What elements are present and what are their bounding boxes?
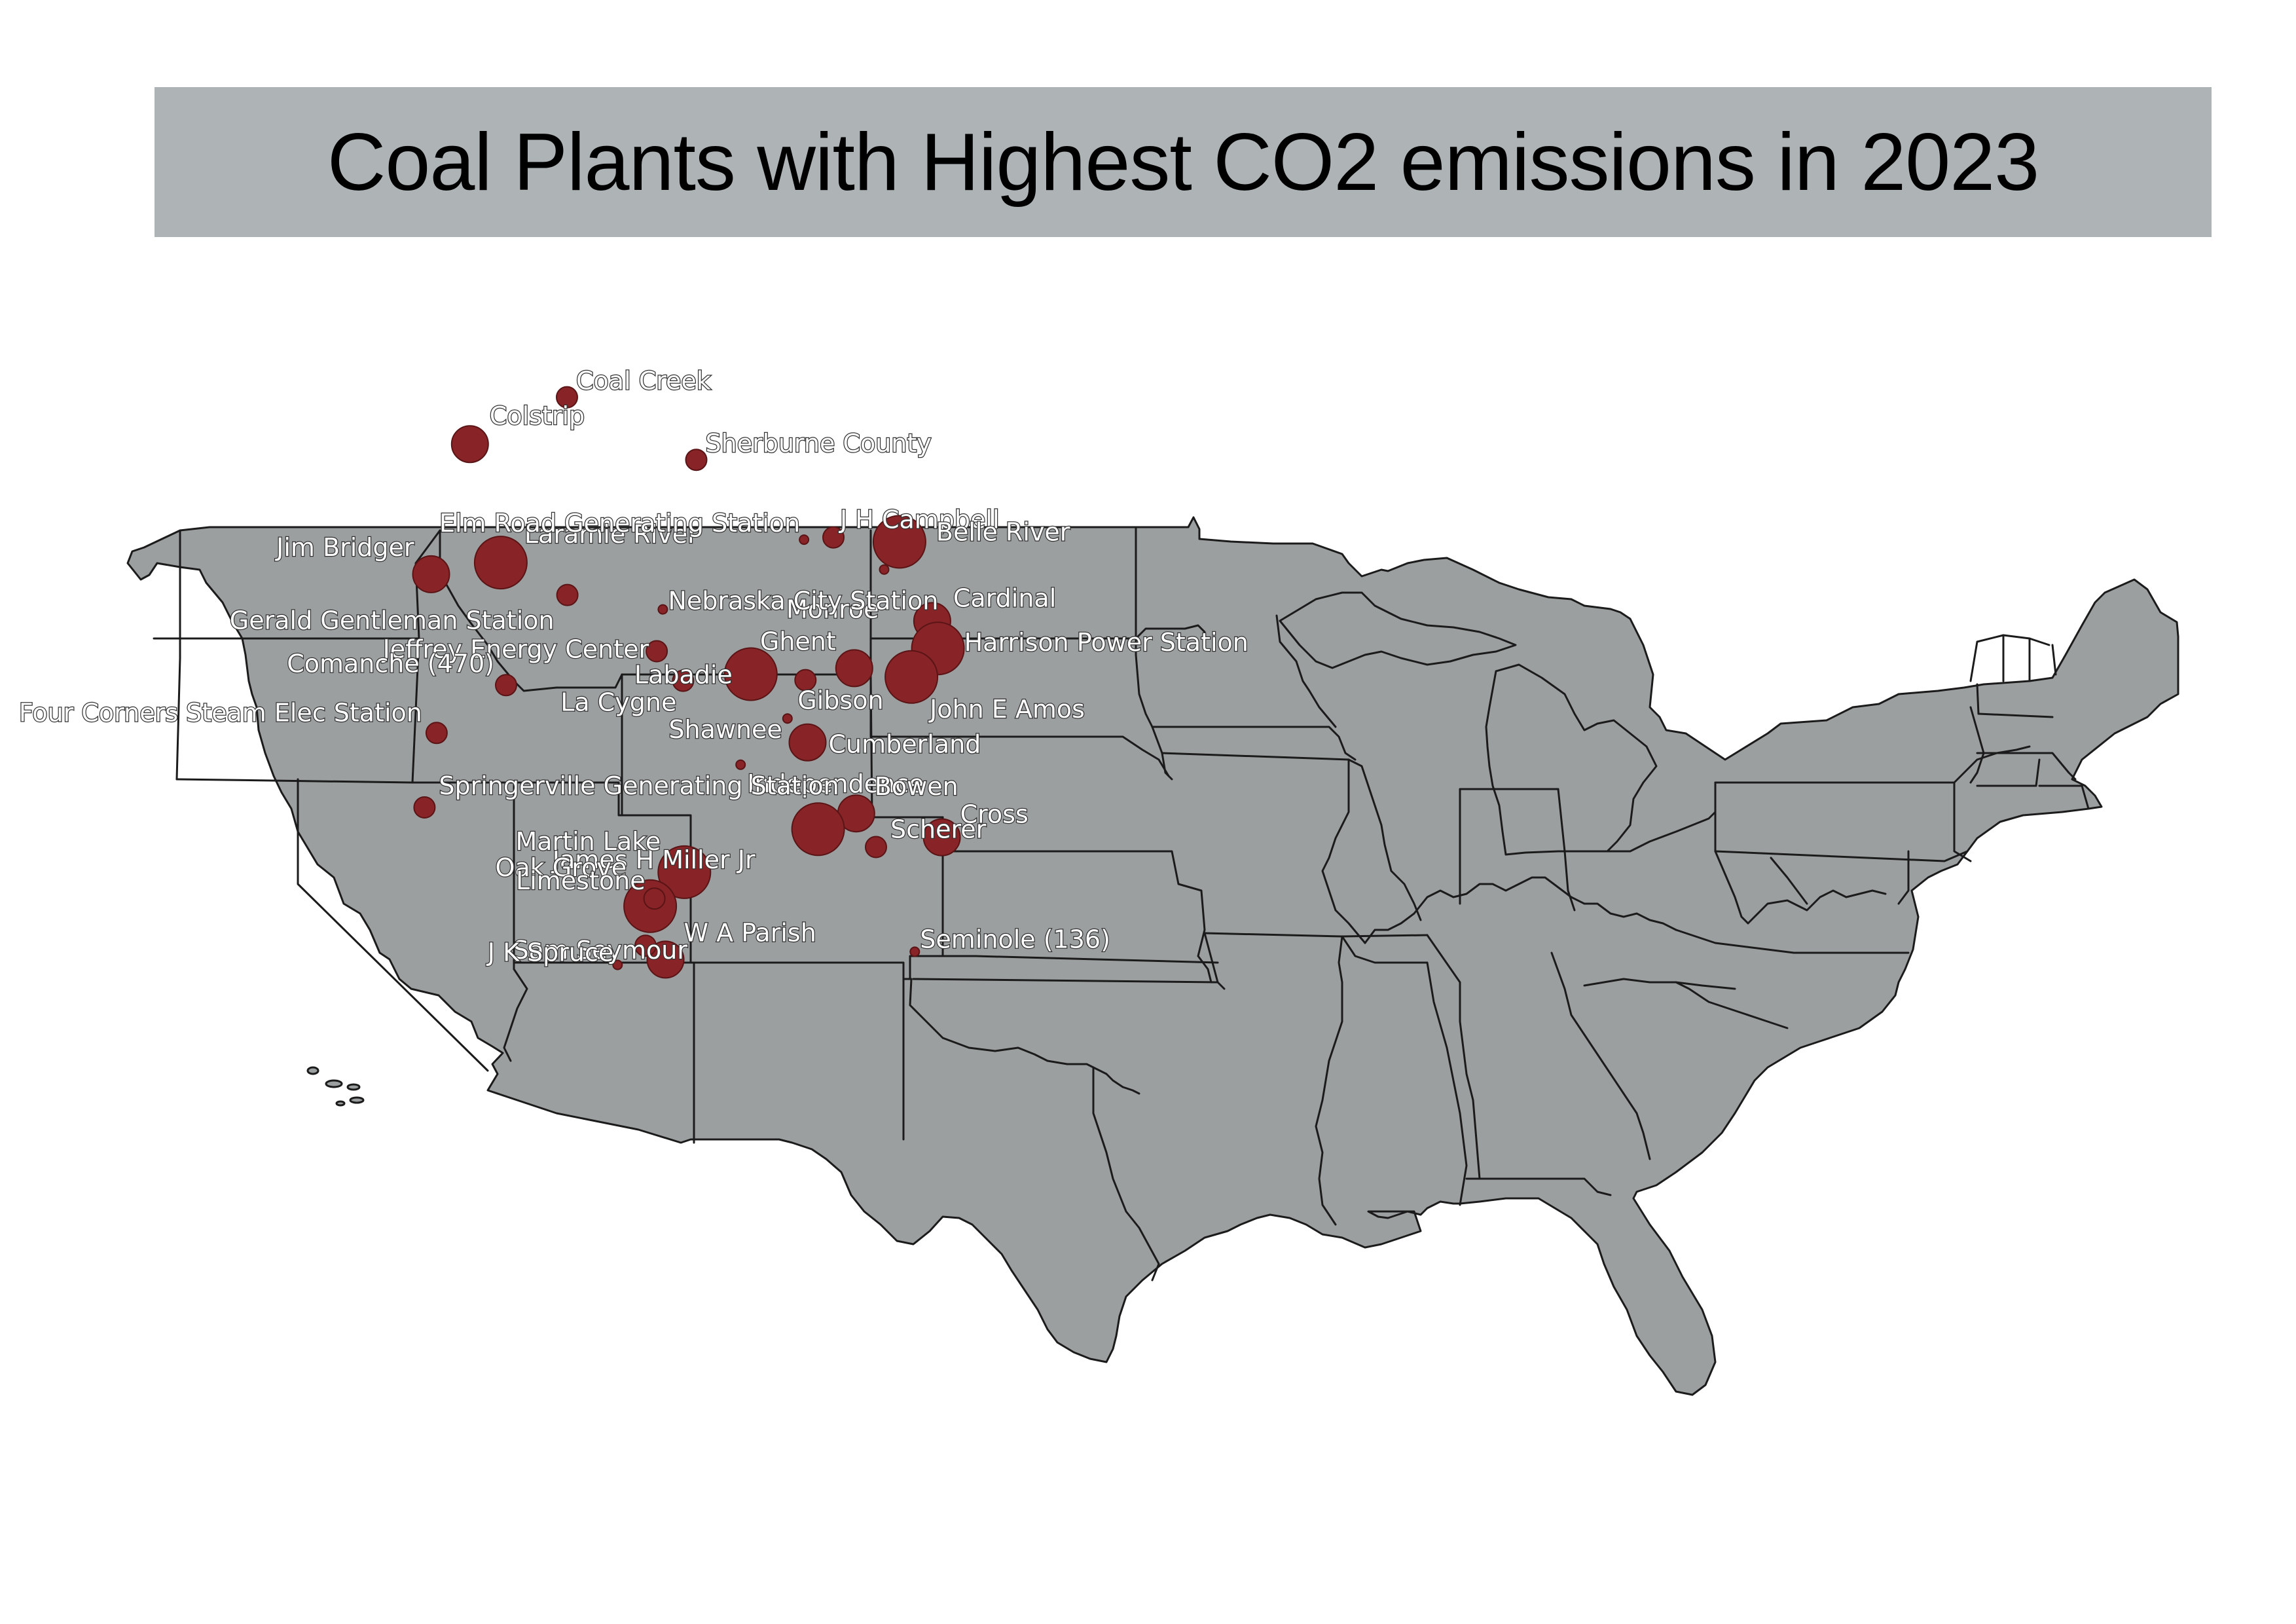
plant-label-laramie-river: Laramie River — [524, 520, 698, 549]
map-title: Coal Plants with Highest CO2 emissions i… — [327, 117, 2039, 208]
plant-marker-martin-lake[interactable] — [657, 845, 712, 899]
plant-label-la-cygne: La Cygne — [560, 688, 676, 717]
plant-marker-ghent[interactable] — [835, 649, 873, 688]
plant-label-four-corners-steam-elec-station: Four Corners Steam Elec Station — [19, 698, 422, 727]
islands — [306, 1066, 365, 1107]
plant-marker-shawnee[interactable] — [782, 713, 793, 724]
plant-label-j-h-campbell: J H Campbell — [839, 506, 1000, 534]
plant-marker-independence[interactable] — [735, 759, 746, 770]
michigan-upper-peninsula — [1279, 591, 1517, 669]
plant-label-jim-bridger: Jim Bridger — [275, 533, 414, 562]
plant-label-cardinal: Cardinal — [953, 583, 1056, 612]
plant-marker-j-k-spruce[interactable] — [612, 959, 623, 970]
plant-label-scherer: Scherer — [890, 815, 987, 844]
plant-marker-cumberland[interactable] — [788, 723, 827, 762]
plant-label-harrison-power-station: Harrison Power Station — [964, 628, 1248, 657]
plant-marker-cross[interactable] — [922, 818, 961, 857]
plant-label-comanche-470: Comanche (470) — [287, 649, 494, 678]
plant-label-belle-river: Belle River — [936, 517, 1070, 546]
plant-marker-comanche-470[interactable] — [495, 674, 517, 697]
island — [346, 1083, 361, 1091]
plant-marker-james-h-miller-jr[interactable] — [791, 802, 845, 857]
plant-marker-limestone[interactable] — [643, 887, 666, 910]
plant-marker-w-a-parish[interactable] — [646, 940, 685, 979]
plant-marker-labadie[interactable] — [723, 647, 778, 701]
plant-marker-sam-seymour[interactable] — [634, 934, 657, 957]
plant-marker-laramie-river[interactable] — [473, 536, 528, 590]
plant-label-oak-grove: Oak Grove — [495, 853, 627, 882]
island — [349, 1096, 365, 1104]
plant-label-martin-lake: Martin Lake — [515, 827, 661, 856]
plant-marker-belle-river[interactable] — [872, 515, 926, 569]
plant-label-sherburne-county: Sherburne County — [706, 429, 932, 458]
plant-marker-colstrip[interactable] — [450, 425, 489, 464]
plant-marker-jeffrey-energy-center[interactable] — [646, 640, 668, 663]
plant-label-seminole-136: Seminole (136) — [920, 925, 1110, 953]
plant-label-john-e-amos: John E Amos — [928, 695, 1085, 724]
plant-label-bowen: Bowen — [875, 772, 958, 801]
plant-label-jeffrey-energy-center: Jeffrey Energy Center — [382, 635, 649, 664]
plant-marker-jim-bridger[interactable] — [412, 555, 450, 593]
plant-label-w-a-parish: W A Parish — [684, 918, 816, 947]
plant-marker-nebraska-city-station[interactable] — [657, 604, 668, 615]
plant-label-gerald-gentleman-station: Gerald Gentleman Station — [230, 606, 555, 635]
plant-label-j-k-spruce: J K Spruce — [486, 938, 614, 967]
plant-marker-john-e-amos[interactable] — [884, 650, 939, 704]
island — [306, 1066, 319, 1075]
plant-marker-gibson[interactable] — [794, 669, 817, 692]
plant-label-shawnee: Shawnee — [668, 715, 782, 744]
state-borders — [153, 526, 2090, 1282]
plant-label-independence: Independence — [747, 769, 924, 798]
island — [325, 1079, 343, 1088]
island — [335, 1100, 346, 1107]
plant-label-james-h-miller-jr: James H Miller Jr — [551, 845, 756, 874]
plant-label-cumberland: Cumberland — [829, 730, 981, 759]
plant-label-limestone: Limestone — [516, 866, 646, 895]
plant-marker-scherer[interactable] — [865, 836, 887, 858]
plant-marker-sherburne-county[interactable] — [685, 449, 708, 471]
conterminous-us-landmass — [126, 516, 2179, 1396]
plant-label-elm-road-generating-station: Elm Road Generating Station — [439, 509, 800, 538]
plant-marker-seminole-136[interactable] — [909, 946, 920, 957]
plant-marker-springerville-generating-station[interactable] — [413, 796, 436, 819]
plant-marker-monroe[interactable] — [879, 564, 890, 575]
plant-marker-j-h-campbell[interactable] — [822, 526, 845, 549]
michigan-lower-peninsula — [1485, 663, 1658, 856]
usa-outline — [126, 516, 2179, 1396]
plant-label-labadie: Labadie — [634, 661, 733, 690]
plant-marker-la-cygne[interactable] — [672, 669, 695, 692]
plant-label-sam-seymour: Sam Seymour — [513, 936, 688, 965]
plant-label-nebraska-city-station: Nebraska City Station — [668, 587, 938, 616]
plant-marker-four-corners-steam-elec-station[interactable] — [425, 722, 448, 745]
plant-marker-elm-road-generating-station[interactable] — [799, 534, 810, 545]
plant-label-cross: Cross — [960, 800, 1029, 829]
plant-label-monroe: Monroe — [786, 595, 879, 624]
plant-label-ghent: Ghent — [760, 627, 836, 655]
plant-label-colstrip: Colstrip — [490, 401, 585, 430]
plant-marker-gerald-gentleman-station[interactable] — [556, 583, 579, 606]
plants-layer: Coal Creek Colstrip Sherburne County Larami… — [18, 365, 1249, 979]
plant-label-gibson: Gibson — [797, 686, 883, 715]
plant-label-springerville-generating-station: Springerville Generating Station — [439, 771, 839, 800]
plant-marker-coal-creek[interactable] — [556, 386, 578, 409]
title-bar: Coal Plants with Highest CO2 emissions i… — [155, 87, 2212, 237]
plant-label-coal-creek: Coal Creek — [576, 367, 711, 396]
